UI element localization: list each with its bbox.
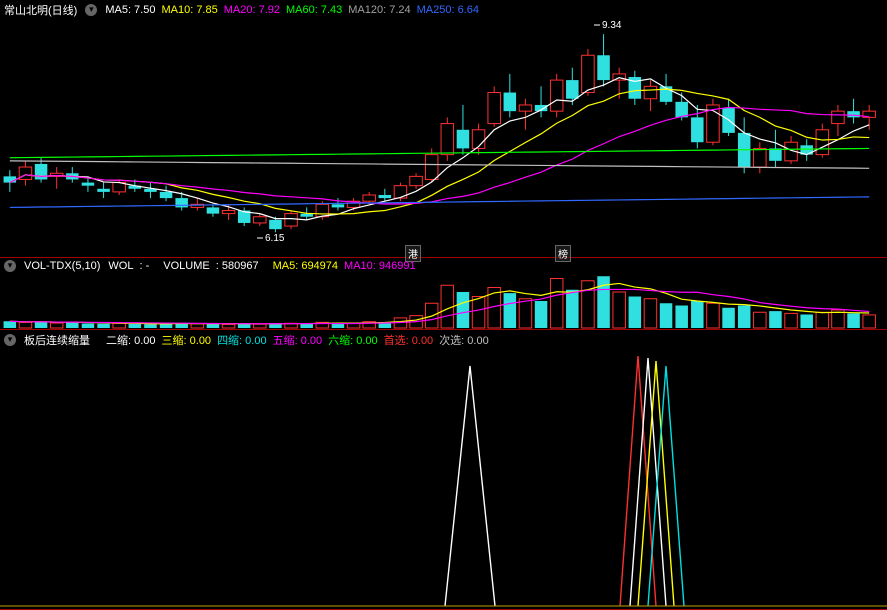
vol-title: VOL-TDX(5,10) <box>24 260 100 272</box>
custom-panel[interactable]: ▾ 板后连续缩量 二缩: 0.00三缩: 0.00四缩: 0.00五缩: 0.0… <box>0 330 887 610</box>
chevron-down-icon[interactable]: ▾ <box>4 260 16 272</box>
ma-legend: MA5: 7.50MA10: 7.85MA20: 7.92MA60: 7.43M… <box>105 4 485 16</box>
svg-text:9.34: 9.34 <box>602 20 622 31</box>
volume-label: VOLUME <box>163 260 209 272</box>
vol-header: ▾ VOL-TDX(5,10) WOL: - VOLUME: 580967 MA… <box>4 260 428 272</box>
custom-chart-svg <box>0 330 887 610</box>
chevron-down-icon[interactable]: ▾ <box>85 4 97 16</box>
wol-value: - <box>146 260 150 272</box>
volume-value: 580967 <box>222 260 259 272</box>
wol-label: WOL <box>108 260 133 272</box>
candlestick-panel[interactable]: 常山北明(日线) ▾ MA5: 7.50MA10: 7.85MA20: 7.92… <box>0 0 887 258</box>
svg-text:6.15: 6.15 <box>265 233 285 244</box>
vol-ma-legend: MA5: 694974MA10: 946991 <box>273 260 422 272</box>
custom-header: ▾ 板后连续缩量 二缩: 0.00三缩: 0.00四缩: 0.00五缩: 0.0… <box>4 332 501 348</box>
custom-legend: 二缩: 0.00三缩: 0.00四缩: 0.00五缩: 0.00六缩: 0.00… <box>106 332 495 348</box>
main-chart-svg: 9.34 6.15 <box>0 0 887 258</box>
main-header: 常山北明(日线) ▾ MA5: 7.50MA10: 7.85MA20: 7.92… <box>4 2 491 18</box>
custom-title: 板后连续缩量 <box>24 332 90 348</box>
stock-title: 常山北明(日线) <box>4 2 77 18</box>
chevron-down-icon[interactable]: ▾ <box>4 334 16 346</box>
volume-panel[interactable]: ▾ VOL-TDX(5,10) WOL: - VOLUME: 580967 MA… <box>0 258 887 330</box>
